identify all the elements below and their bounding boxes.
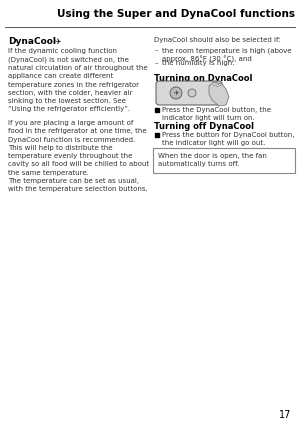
Circle shape xyxy=(170,87,182,99)
Text: Turning on DynaCool: Turning on DynaCool xyxy=(154,74,253,83)
Text: Turning off DynaCool: Turning off DynaCool xyxy=(154,122,254,131)
Text: DynaCool: DynaCool xyxy=(8,37,56,46)
Text: 17: 17 xyxy=(279,410,291,420)
FancyBboxPatch shape xyxy=(153,148,295,173)
Text: –: – xyxy=(155,60,158,66)
Text: If the dynamic cooling function
(DynaCool) is not switched on, the
natural circu: If the dynamic cooling function (DynaCoo… xyxy=(8,48,148,112)
Bar xyxy=(155,108,159,112)
Bar xyxy=(0,0,300,28)
Text: ✈: ✈ xyxy=(173,91,178,96)
Text: Using the Super and DynaCool functions: Using the Super and DynaCool functions xyxy=(57,9,295,19)
Text: Press the button for DynaCool button,
the indicator light will go out.: Press the button for DynaCool button, th… xyxy=(162,132,295,146)
Circle shape xyxy=(188,89,196,97)
Polygon shape xyxy=(209,82,229,106)
Text: DynaCool should also be selected if:: DynaCool should also be selected if: xyxy=(154,37,280,43)
Text: If you are placing a large amount of
food in the refrigerator at one time, the
D: If you are placing a large amount of foo… xyxy=(8,120,149,192)
FancyBboxPatch shape xyxy=(156,81,222,105)
Text: the room temperature is high (above
approx. 86°F (30 °C), and: the room temperature is high (above appr… xyxy=(162,47,292,63)
Text: ✈: ✈ xyxy=(55,37,62,46)
Bar xyxy=(155,133,159,137)
Text: When the door is open, the fan
automatically turns off.: When the door is open, the fan automatic… xyxy=(158,153,267,167)
Text: –: – xyxy=(155,47,158,53)
Text: the humidity is high.: the humidity is high. xyxy=(162,60,235,66)
Text: Press the DynaCool button, the
indicator light will turn on.: Press the DynaCool button, the indicator… xyxy=(162,107,271,121)
